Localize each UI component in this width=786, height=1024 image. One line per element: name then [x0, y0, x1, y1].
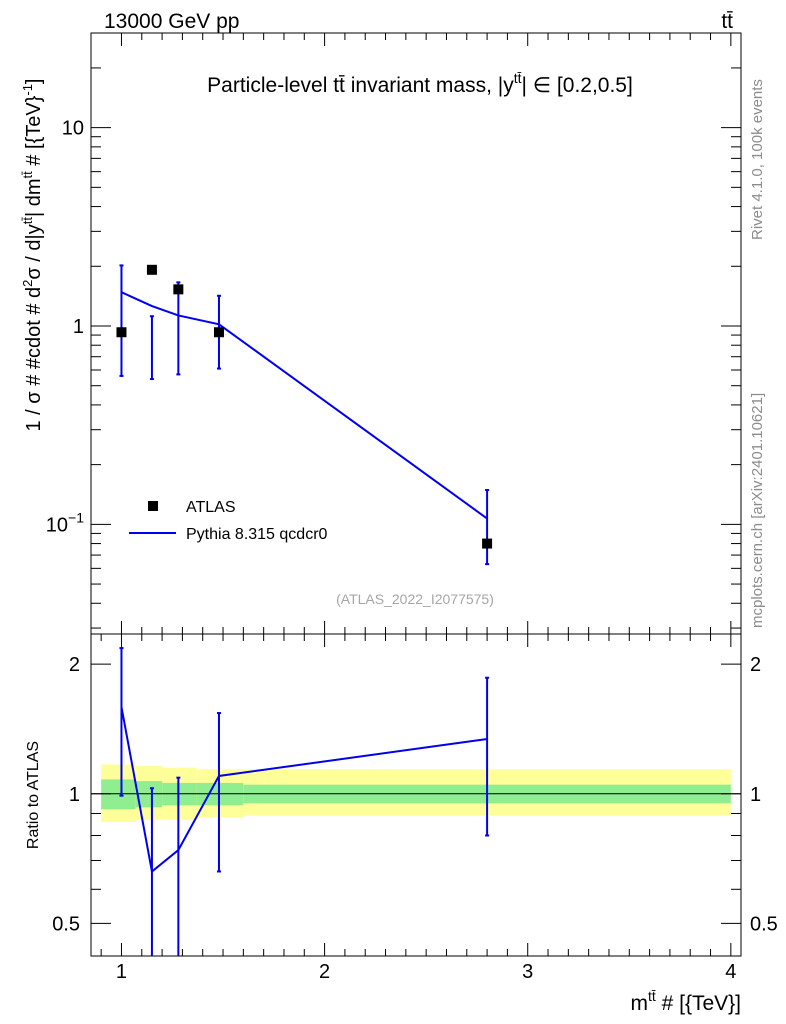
y-tick-label: 1	[73, 316, 84, 338]
y-tick-label: 10−1	[46, 509, 84, 536]
ratio-plot-area	[90, 633, 742, 957]
x-tick-labels: 1 2 3 4	[116, 961, 737, 983]
main-panel: 10 1 10−1 Particle-level tt̄ invariant mas…	[20, 32, 742, 635]
mcplots-source-label: mcplots.cern.ch [arXiv:2401.10621]	[749, 393, 766, 628]
ratio-series-line	[120, 706, 488, 874]
ratio-y-tick-label-right: 2	[750, 654, 761, 676]
plot-title: Particle-level tt̄ invariant mass, |ytt̄…	[207, 70, 633, 97]
ratio-y-tick-label-right: 1	[750, 784, 761, 806]
atlas-data-point	[482, 538, 493, 549]
atlas-data-point	[173, 284, 184, 295]
ratio-panel: 0.5 0.5 1 1 2 2 1 2 3 4 Ratio to ATLAS mtt̄ # [{…	[25, 633, 778, 1015]
header-left-label: 13000 GeV pp	[104, 10, 239, 33]
atlas-data-point	[146, 264, 157, 275]
legend-mc-label: Pythia 8.315 qcdcr0	[186, 526, 328, 543]
ratio-y-tick-label: 0.5	[52, 913, 80, 935]
main-y-ticks	[91, 32, 741, 634]
x-tick-label: 3	[522, 961, 533, 983]
legend: ATLAS Pythia 8.315 qcdcr0	[129, 499, 328, 543]
main-y-tick-labels: 10 1 10−1	[46, 118, 84, 537]
analysis-watermark: (ATLAS_2022_I2077575)	[336, 591, 494, 607]
y-tick-label: 10	[62, 118, 84, 140]
inner-uncertainty-band	[101, 779, 136, 810]
header-right-label: tt̄	[721, 10, 733, 33]
main-data-layer	[116, 264, 493, 566]
atlas-data-point	[116, 327, 127, 338]
x-axis-label: mtt̄ # [{TeV}]	[630, 988, 741, 1015]
legend-data-marker	[148, 501, 158, 511]
ratio-data-layer	[119, 647, 490, 956]
x-tick-label: 4	[725, 961, 736, 983]
mc-series-line	[121, 291, 488, 520]
main-plot-area	[90, 32, 742, 635]
x-tick-label: 1	[116, 961, 127, 983]
ratio-y-tick-labels: 0.5 0.5 1 1 2 2	[52, 654, 778, 935]
ratio-y-tick-label-right: 0.5	[750, 913, 778, 935]
atlas-data-point	[213, 327, 224, 338]
ratio-y-tick-label: 1	[69, 784, 80, 806]
main-y-axis-label: 1 / σ # #cdot # d2σ / d|ytt̄| dmtt̄ # [{…	[20, 78, 45, 431]
x-tick-label: 2	[319, 961, 330, 983]
ratio-y-tick-label: 2	[69, 654, 80, 676]
ratio-y-axis-label: Ratio to ATLAS	[25, 741, 42, 849]
rivet-label: Rivet 4.1.0, 100k events	[749, 79, 766, 240]
ratio-ticks	[91, 634, 741, 956]
legend-data-label: ATLAS	[186, 499, 236, 516]
ratio-uncertainty-bands	[91, 764, 741, 822]
